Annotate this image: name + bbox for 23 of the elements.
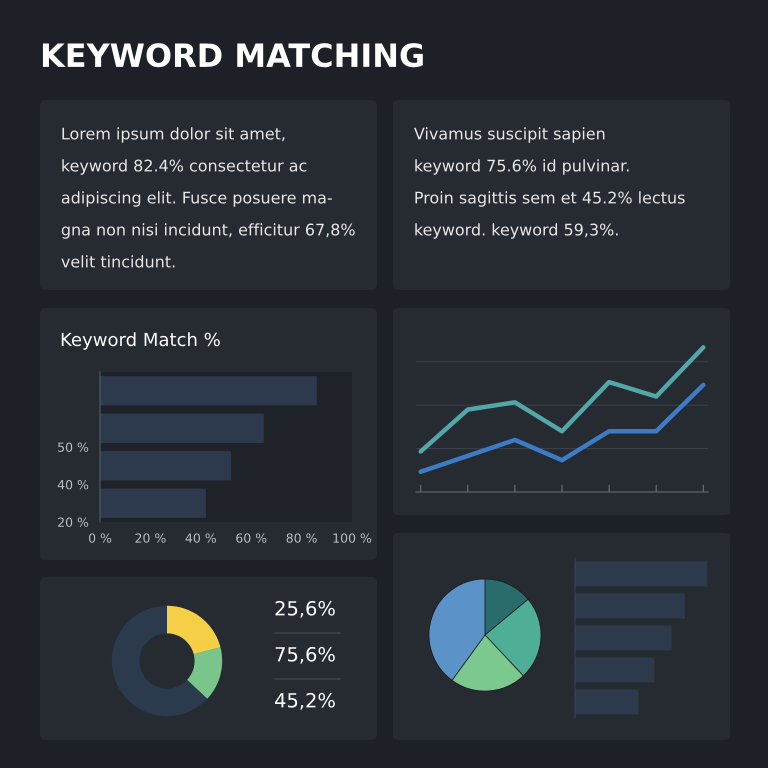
text: keyword 82.4% consectetur ac	[62, 159, 306, 175]
x-tick-label: 60 %	[236, 533, 266, 543]
y-tick-label: 20 %	[58, 517, 88, 527]
text: Vivamus suscipit sapien	[414, 127, 604, 143]
text: 75,6%	[276, 646, 335, 664]
text: velit tincidunt.	[61, 255, 174, 268]
chart-title: Keyword Match %	[62, 332, 220, 350]
text: Proin sagittis sem et 45.2% lectus	[415, 191, 685, 207]
y-tick-label: 50 %	[58, 442, 88, 452]
x-tick-label: 100 %	[334, 533, 372, 543]
x-tick-label: 0 %	[88, 533, 112, 543]
x-tick-label: 40 %	[186, 533, 216, 543]
x-tick-label: 20 %	[135, 533, 166, 543]
text: keyword 75.6% id pulvinar.	[415, 159, 629, 175]
text: keyword. keyword 59,3%.	[415, 223, 618, 239]
x-tick-label: 80 %	[286, 533, 317, 543]
text: 45,2%	[275, 692, 335, 710]
text: KEYWORD MATCHING	[42, 43, 423, 68]
text: adipiscing elit. Fusce posuere ma-	[62, 191, 332, 207]
text: gna non nisi incidunt, efficitur 67,8%	[62, 223, 355, 239]
text: Lorem ipsum dolor sit amet,	[62, 127, 284, 143]
text: 25,6%	[276, 600, 335, 618]
y-tick-label: 40 %	[58, 480, 88, 490]
